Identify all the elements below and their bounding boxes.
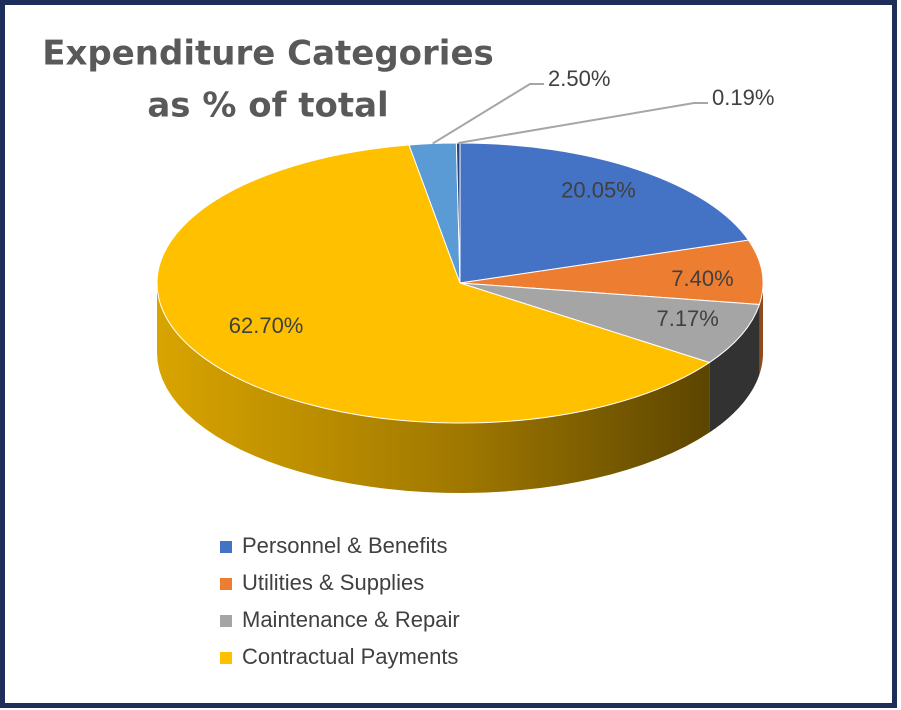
legend-label: Personnel & Benefits — [242, 533, 447, 558]
legend-label: Contractual Payments — [242, 644, 458, 669]
slice-side — [157, 283, 710, 493]
legend-label: Maintenance & Repair — [242, 607, 460, 632]
slice — [156, 144, 711, 424]
legend-swatch — [220, 615, 232, 627]
legend-swatch — [220, 578, 232, 590]
legend-swatch — [220, 652, 232, 664]
leader-line — [458, 102, 708, 144]
legend-swatch — [220, 541, 232, 553]
data-label: 2.50% — [548, 66, 610, 91]
slice — [459, 282, 761, 364]
data-label: 20.05% — [561, 177, 636, 202]
slice-side — [759, 283, 763, 375]
slice-side — [709, 304, 760, 433]
data-label: 7.17% — [656, 306, 718, 331]
leader-line — [432, 83, 544, 145]
chart-title: as % of total — [147, 86, 388, 126]
plot: Expenditure Categories as % of total 20.05… — [42, 34, 774, 669]
legend-label: Utilities & Supplies — [242, 570, 424, 595]
slice — [459, 142, 750, 284]
data-label: 7.40% — [671, 266, 733, 291]
data-label: 0.19% — [712, 85, 774, 110]
data-label: 62.70% — [229, 313, 304, 338]
chart-title: Expenditure Categories — [42, 34, 494, 74]
